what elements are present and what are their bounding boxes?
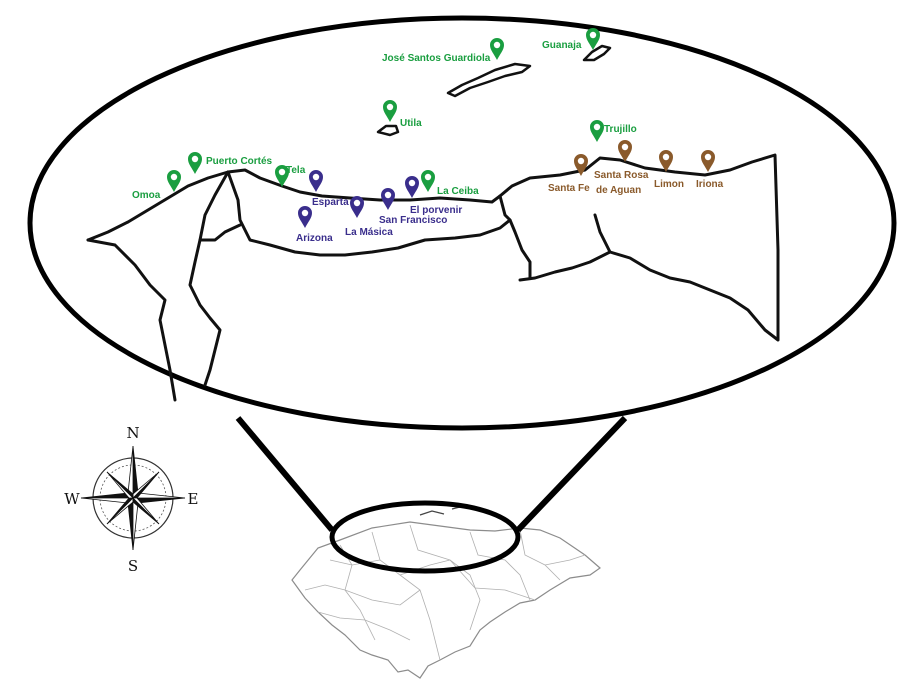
honduras-outline [291, 521, 601, 679]
place-label-san-francisco: San Francisco [379, 215, 447, 226]
compass-west-label: W [64, 490, 80, 508]
bay-islands [376, 44, 612, 137]
map-pin-icon [309, 170, 323, 192]
place-label-la-ceiba: La Ceiba [437, 186, 479, 197]
inset-islands [419, 506, 461, 516]
map-pin-icon [188, 152, 202, 174]
place-label-la-masica: La Másica [345, 227, 393, 238]
place-label-limon: Limon [654, 179, 684, 190]
place-label-esparta: Esparta [312, 197, 349, 208]
zoom-connector-lines [235, 415, 628, 533]
map-pin-icon [618, 140, 632, 162]
place-label-guanaja: Guanaja [542, 40, 582, 51]
place-label-trujillo: Trujillo [604, 124, 637, 135]
map-pin-icon [275, 165, 289, 187]
map-pin-hole [589, 31, 597, 39]
map-pin-icon [659, 150, 673, 172]
map-pin-icon [405, 176, 419, 198]
map-pin-hole [384, 191, 392, 199]
place-label-puerto-cortes: Puerto Cortés [206, 156, 273, 167]
zoom-callout-ellipse [27, 15, 897, 431]
map-pin-hole [191, 155, 199, 163]
map-pin-hole [593, 123, 601, 131]
map-pin-icon [381, 188, 395, 210]
compass-east-label: E [188, 490, 199, 508]
place-label-utila: Utila [400, 118, 422, 129]
place-label-santa-fe: Santa Fe [548, 183, 590, 194]
island-roatan [446, 62, 532, 98]
map-pin-icon [590, 120, 604, 142]
map-pin-hole [301, 209, 309, 217]
honduras-inset-map [291, 500, 601, 679]
place-label-iriona: Iriona [696, 179, 724, 190]
map-pin-icon [574, 154, 588, 176]
map-pin-icon [490, 38, 504, 60]
map-pin-hole [353, 199, 361, 207]
place-label-arizona: Arizona [296, 233, 333, 244]
map-pin-hole [704, 153, 712, 161]
map-pin-icon [701, 150, 715, 172]
map-pin-hole [170, 173, 178, 181]
map-pin-hole [493, 41, 501, 49]
map-pin-icon [167, 170, 181, 192]
map-pin-hole [621, 143, 629, 151]
island-guanaja [582, 44, 612, 62]
inset-highlight-ring [329, 500, 521, 574]
place-label-jose-santos-guardiola: José Santos Guardiola [382, 53, 491, 64]
map-pin-hole [408, 179, 416, 187]
map-pin-hole [662, 153, 670, 161]
map-pin-hole [424, 173, 432, 181]
island-utila [376, 124, 400, 137]
map-pin-hole [386, 103, 394, 111]
map-pin-icon [586, 28, 600, 50]
map-pin-icon [421, 170, 435, 192]
map-pin-icon [298, 206, 312, 228]
compass-rose: N S W E [64, 424, 198, 575]
north-coast-map [86, 153, 780, 402]
place-label-tela: Tela [286, 165, 306, 176]
map-pin-icon [350, 196, 364, 218]
map-pin-hole [278, 168, 286, 176]
place-label-el-porvenir: El porvenir [410, 205, 462, 216]
compass-south-label: S [128, 557, 138, 575]
map-pin-hole [312, 173, 320, 181]
place-markers: José Santos Guardiola Guanaja Utila Trujill… [132, 28, 724, 244]
map-pin-icon [383, 100, 397, 122]
map-pin-hole [577, 157, 585, 165]
place-label-santa-rosa-de-aguan: Santa Rosa de Aguan [594, 170, 649, 196]
compass-north-label: N [126, 424, 139, 442]
place-label-omoa: Omoa [132, 190, 161, 201]
